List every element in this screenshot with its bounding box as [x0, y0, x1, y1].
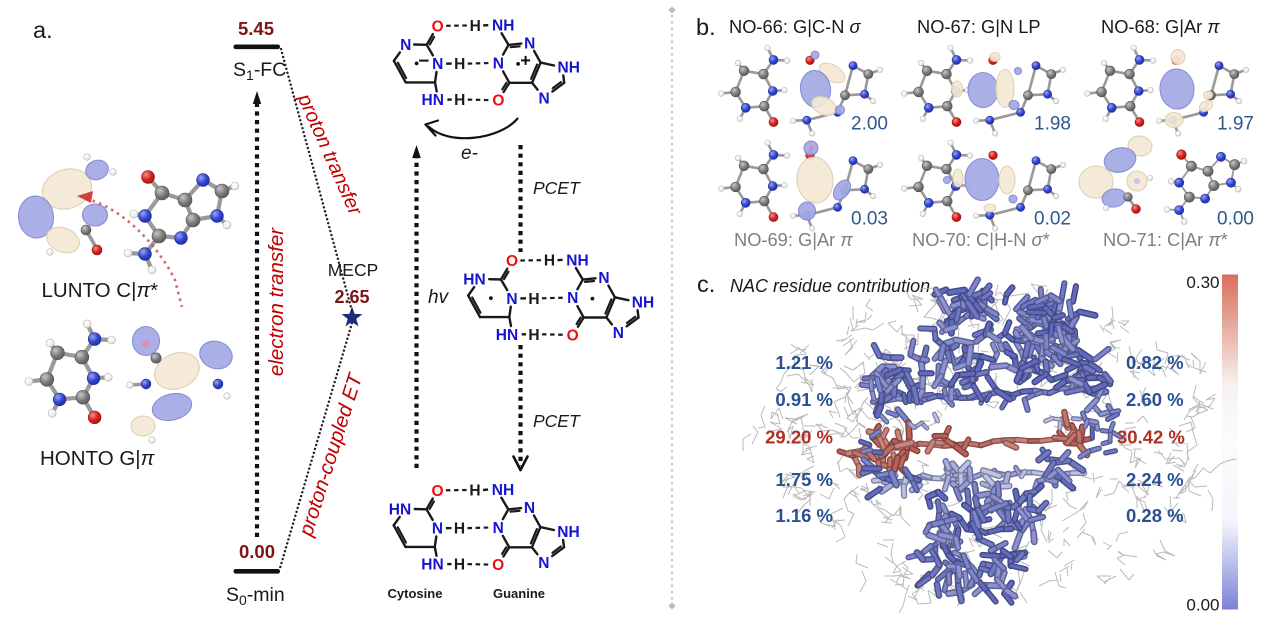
svg-text:HN: HN [389, 501, 411, 518]
svg-text:hv: hv [428, 287, 450, 308]
svg-text:NO-70: C|H-N σ*: NO-70: C|H-N σ* [912, 229, 1050, 250]
svg-text:O: O [492, 557, 504, 574]
svg-text:O: O [567, 327, 579, 344]
svg-text:0.02: 0.02 [1034, 209, 1071, 230]
svg-text:2.24 %: 2.24 % [1126, 469, 1184, 490]
svg-text:1.98: 1.98 [1034, 114, 1071, 135]
svg-text:5.45: 5.45 [238, 18, 274, 39]
svg-text:0.00: 0.00 [239, 541, 275, 562]
svg-text:30.42 %: 30.42 % [1117, 427, 1185, 448]
svg-text:H: H [470, 18, 481, 35]
svg-text:N: N [493, 56, 504, 73]
svg-text:N: N [506, 291, 517, 308]
svg-text:H: H [528, 291, 539, 308]
svg-text:0.82 %: 0.82 % [1126, 352, 1184, 373]
svg-text:Cytosine: Cytosine [388, 586, 443, 601]
svg-text:a.: a. [33, 17, 53, 43]
svg-text:1.21 %: 1.21 % [775, 352, 833, 373]
svg-text:NH: NH [492, 482, 514, 499]
svg-text:O: O [432, 18, 444, 35]
svg-text:H: H [454, 557, 465, 574]
svg-text:O: O [492, 93, 504, 110]
svg-text:NH: NH [632, 294, 654, 311]
svg-text:Guanine: Guanine [493, 586, 545, 601]
svg-text:N: N [567, 290, 578, 307]
svg-text:NH: NH [566, 252, 588, 269]
svg-text:0.91 %: 0.91 % [775, 389, 833, 410]
svg-text:c.: c. [697, 271, 715, 297]
svg-text:N: N [538, 90, 549, 107]
svg-text:0.28 %: 0.28 % [1126, 505, 1184, 526]
svg-text:N: N [538, 555, 549, 572]
svg-text:PCET: PCET [533, 178, 581, 198]
svg-text:N: N [598, 270, 609, 287]
svg-text:2.65: 2.65 [334, 287, 369, 307]
svg-text:NH: NH [558, 60, 580, 77]
svg-text:O: O [431, 483, 443, 500]
svg-text:0.00: 0.00 [1217, 209, 1254, 230]
svg-text:H: H [544, 253, 555, 270]
svg-text:NO-71: C|Ar π*: NO-71: C|Ar π* [1103, 229, 1228, 250]
svg-text:O: O [506, 253, 518, 270]
svg-text:MECP: MECP [328, 260, 379, 280]
svg-text:NH: NH [557, 524, 579, 541]
svg-text:LUNTO C|π*: LUNTO C|π* [42, 279, 159, 302]
svg-text:H: H [454, 521, 465, 538]
svg-text:1.97: 1.97 [1217, 114, 1254, 135]
svg-text:N: N [524, 500, 535, 517]
svg-text:PCET: PCET [533, 411, 581, 431]
svg-text:N: N [400, 37, 411, 54]
svg-text:2.00: 2.00 [851, 114, 888, 135]
svg-text:2.60 %: 2.60 % [1126, 389, 1184, 410]
svg-text:NO-69: G|Ar π: NO-69: G|Ar π [734, 229, 853, 250]
svg-text:HN: HN [421, 557, 443, 574]
svg-text:1.75 %: 1.75 % [775, 469, 833, 490]
svg-text:b.: b. [696, 14, 716, 40]
svg-text:0.30: 0.30 [1186, 273, 1219, 292]
svg-text:NO-66: G|C-N σ: NO-66: G|C-N σ [729, 16, 862, 37]
svg-text:N: N [613, 325, 624, 342]
svg-text:N: N [432, 521, 443, 538]
svg-text:0.00: 0.00 [1186, 596, 1219, 615]
svg-text:N: N [493, 520, 504, 537]
svg-text:HN: HN [422, 92, 444, 109]
svg-text:HN: HN [463, 272, 485, 289]
svg-text:HONTO G|π: HONTO G|π [40, 447, 156, 470]
svg-text:S1-FC: S1-FC [233, 59, 286, 83]
svg-text:S0-min: S0-min [226, 584, 285, 608]
svg-text:electron transfer: electron transfer [265, 227, 288, 376]
svg-text:1.16 %: 1.16 % [775, 505, 833, 526]
svg-text:N: N [432, 56, 443, 73]
svg-text:H: H [469, 483, 480, 500]
svg-text:H: H [528, 327, 539, 344]
svg-text:N: N [524, 35, 535, 52]
svg-text:HN: HN [496, 327, 518, 344]
svg-text:NO-68: G|Ar π: NO-68: G|Ar π [1101, 16, 1220, 37]
svg-text:e-: e- [461, 143, 478, 164]
svg-text:NO-67: G|N LP: NO-67: G|N LP [917, 16, 1041, 37]
svg-text:NH: NH [492, 18, 514, 35]
svg-text:NAC residue contribution: NAC residue contribution [730, 276, 930, 296]
svg-text:H: H [454, 92, 465, 109]
svg-text:H: H [454, 56, 465, 73]
svg-text:0.03: 0.03 [851, 209, 888, 230]
svg-text:29.20 %: 29.20 % [765, 427, 833, 448]
